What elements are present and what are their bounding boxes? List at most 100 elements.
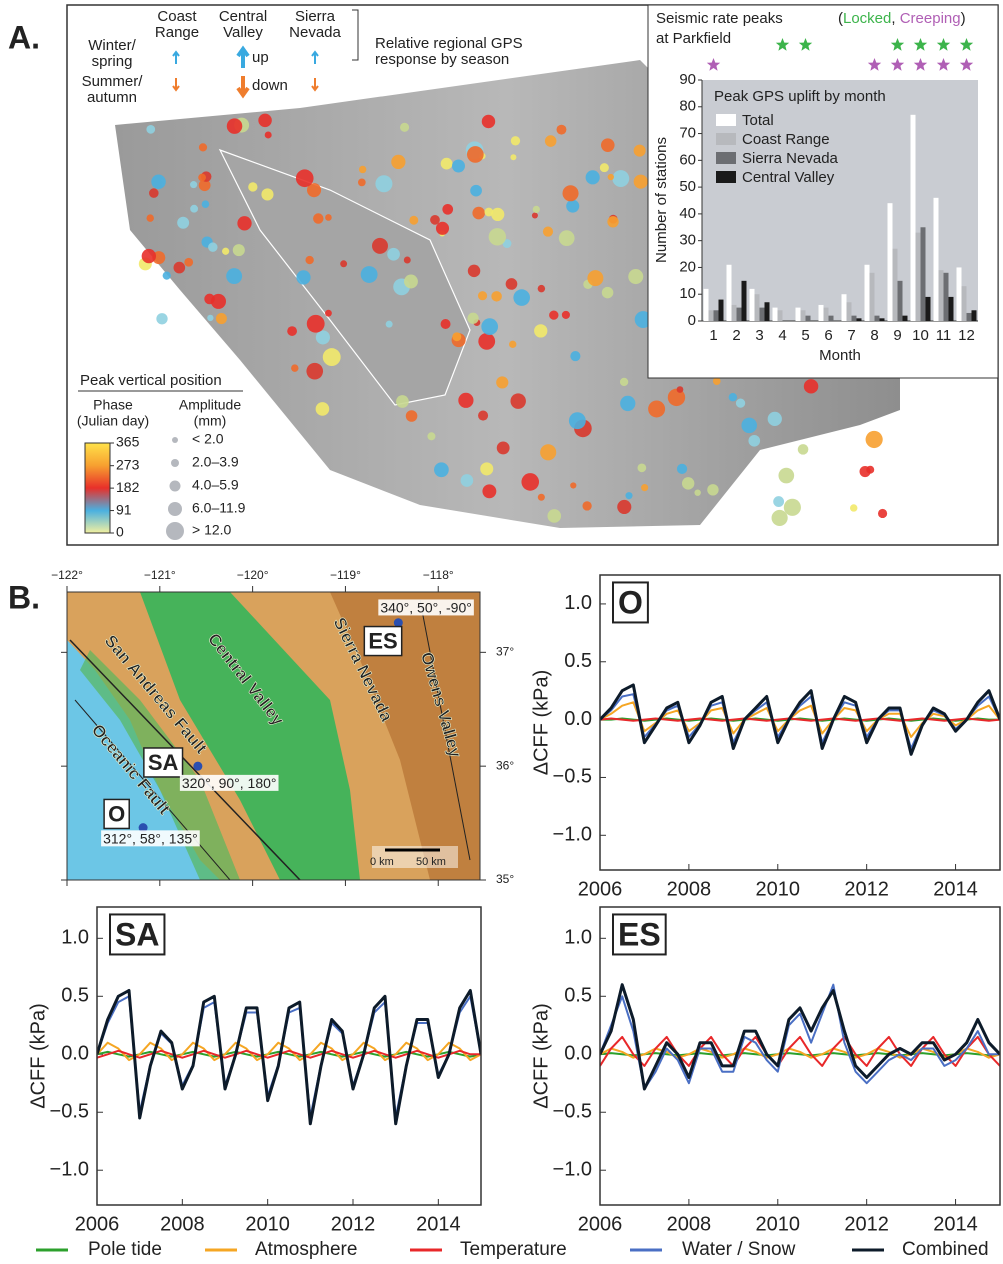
station-dot [619,377,629,387]
y-tick-label: 80 [679,98,696,115]
x-tick-label: 2012 [844,1213,889,1235]
station-dot [570,482,577,489]
station-dot [633,144,646,157]
station-dot [482,484,497,499]
bar [933,197,939,321]
station-dot [207,314,214,322]
seismic-legend-part: ( [838,10,843,27]
station-dot [510,154,517,161]
y-tick-label: 40 [679,205,696,222]
station-dot [587,270,604,287]
station-dot [534,324,548,338]
seismic-legend-part: , [891,10,899,27]
y-tick-label: 0.0 [564,1043,592,1065]
y-tick-label: 30 [679,232,696,249]
x-tick-label: 5 [801,327,809,344]
station-dot [648,400,666,418]
station-dot [634,311,652,328]
station-dot [566,199,580,213]
station-dot [325,214,332,221]
station-dot [264,131,272,139]
station-dot [472,206,485,220]
colorbar-tick-label: 182 [116,479,140,495]
station-dot [491,291,502,302]
station-dot [403,256,411,264]
x-tick-label: 2014 [933,878,978,900]
station-dot [372,237,388,254]
station-dot [620,395,636,412]
station-dot [558,230,575,247]
fault [69,639,301,880]
legend-caption: response by season [375,51,509,68]
bar [971,310,977,321]
bar [846,302,852,321]
station-dot [360,266,378,283]
series-line [97,1050,481,1058]
station-dot [735,398,746,408]
bar [764,302,770,321]
legend-subtitle: Phase [93,397,133,413]
legend-label: Combined [902,1239,989,1260]
bar [772,307,778,321]
legend-subtitle: (mm) [194,413,227,429]
arrow [236,45,250,68]
station-dot [226,118,243,134]
bar [961,286,967,321]
legend-label: Sierra Nevada [742,150,839,167]
station-dot [599,163,609,173]
station-dot [667,388,686,407]
station-dot [767,411,782,426]
fault [74,699,231,880]
plot-area [702,80,978,321]
station-dot [295,169,314,188]
bar [841,294,847,321]
y-tick-label: 0.5 [564,650,592,672]
station-dot [404,274,418,289]
x-tick-label: 2010 [756,878,801,900]
series-line [600,983,1000,1091]
amplitude-symbol [166,522,184,540]
station-dot [210,293,227,309]
station-dot [151,174,166,190]
bar [726,264,732,321]
station-dot [547,509,562,523]
station-dot [859,465,871,478]
seismic-legend-part: Creeping [900,10,961,27]
y-tick-label: 90 [679,71,696,88]
x-tick-label: −119° [330,568,361,582]
station-dot [532,205,540,214]
y-axis-label: ΔCFF (kPa) [530,670,552,776]
station-dot [315,402,330,416]
seismic-star [890,58,905,71]
x-tick-label: 6 [824,327,832,344]
x-tick-label: 2006 [578,878,623,900]
station-dot [617,499,632,515]
station-dot [287,326,297,336]
station-dot [430,214,440,225]
station-dots [138,113,888,527]
series-line [97,1041,481,1062]
y-tick-label: 1.0 [564,927,592,949]
station-dot [521,473,540,491]
station-dot [544,135,557,147]
station-label: ES [368,629,397,654]
legend-label: Water / Snow [682,1239,796,1260]
station-dot [190,204,199,213]
y-axis-label: ΔCFF (kPa) [27,1003,49,1109]
station-dot [434,462,449,478]
arrow [311,50,319,64]
station-dot [467,312,479,324]
station-dot [391,154,406,170]
seismic-star [913,38,928,51]
region-heading: Sierra [295,8,336,25]
station-dot [340,260,348,268]
station-dot [637,463,647,473]
station-dot [607,173,614,181]
colorbar-tick-label: 365 [116,434,140,450]
bar [920,227,926,321]
station-label: O [108,801,125,826]
mechanism-box [101,830,200,847]
panel-box [612,581,649,624]
legend-swatch [716,171,736,183]
station-dot [427,432,436,441]
